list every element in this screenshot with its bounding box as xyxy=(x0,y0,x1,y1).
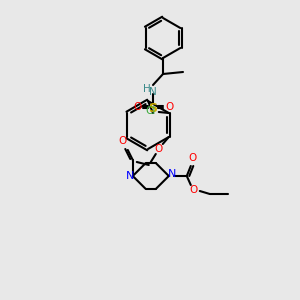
Text: O: O xyxy=(190,185,198,195)
Text: N: N xyxy=(126,171,134,181)
Text: S: S xyxy=(148,101,158,115)
Text: O: O xyxy=(119,136,127,146)
Text: N: N xyxy=(149,87,157,97)
Text: O: O xyxy=(165,102,173,112)
Text: Cl: Cl xyxy=(146,106,156,116)
Text: O: O xyxy=(155,144,163,154)
Text: O: O xyxy=(189,153,197,163)
Text: H: H xyxy=(143,84,151,94)
Text: O: O xyxy=(133,102,141,112)
Text: N: N xyxy=(168,169,176,179)
